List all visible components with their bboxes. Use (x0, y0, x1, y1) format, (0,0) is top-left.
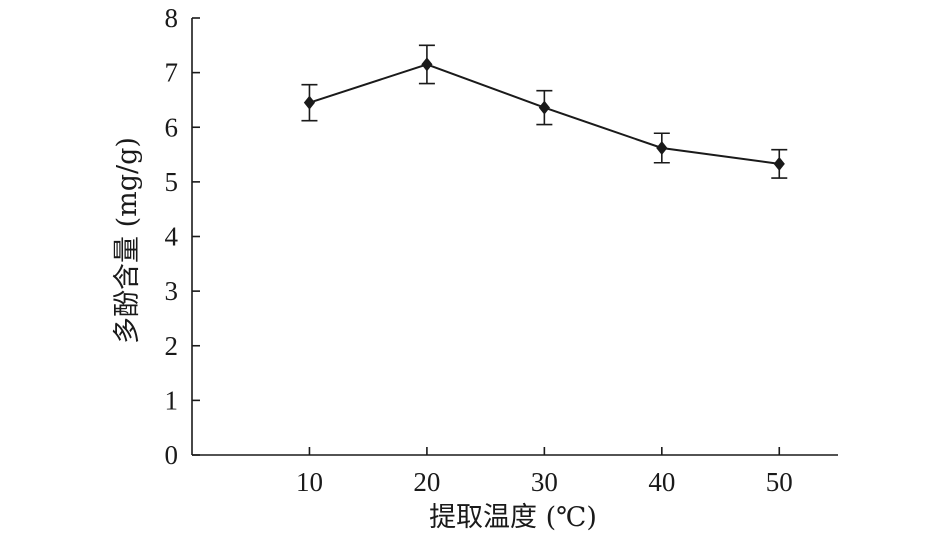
y-tick-label: 0 (165, 440, 179, 470)
y-axis-title: 多酚含量 (mg/g) (112, 137, 143, 344)
y-tick-label: 3 (165, 276, 179, 306)
axes (191, 18, 838, 456)
plot-area (301, 44, 788, 179)
y-axis-ticks: 0 1 2 3 4 5 6 7 8 (165, 3, 200, 470)
x-tick-label: 40 (648, 467, 675, 497)
y-tick-label: 5 (165, 167, 179, 197)
y-tick-label: 4 (165, 222, 179, 252)
y-tick-label: 1 (165, 385, 179, 415)
data-point-diamond (538, 100, 550, 115)
x-tick-label: 20 (413, 467, 440, 497)
x-tick-label: 30 (531, 467, 558, 497)
x-tick-label: 50 (766, 467, 793, 497)
y-tick-label: 6 (165, 112, 179, 142)
data-point-diamond (773, 156, 785, 171)
y-tick-label: 2 (165, 331, 179, 361)
x-tick-label: 10 (296, 467, 323, 497)
x-axis-ticks: 10 20 30 40 50 (296, 447, 793, 497)
y-tick-label: 7 (165, 58, 179, 88)
x-axis-title: 提取温度 (℃) (429, 502, 597, 533)
y-tick-label: 8 (165, 3, 179, 33)
data-point-diamond (656, 141, 668, 156)
data-point-diamond (421, 57, 433, 72)
data-point-diamond (303, 95, 316, 110)
